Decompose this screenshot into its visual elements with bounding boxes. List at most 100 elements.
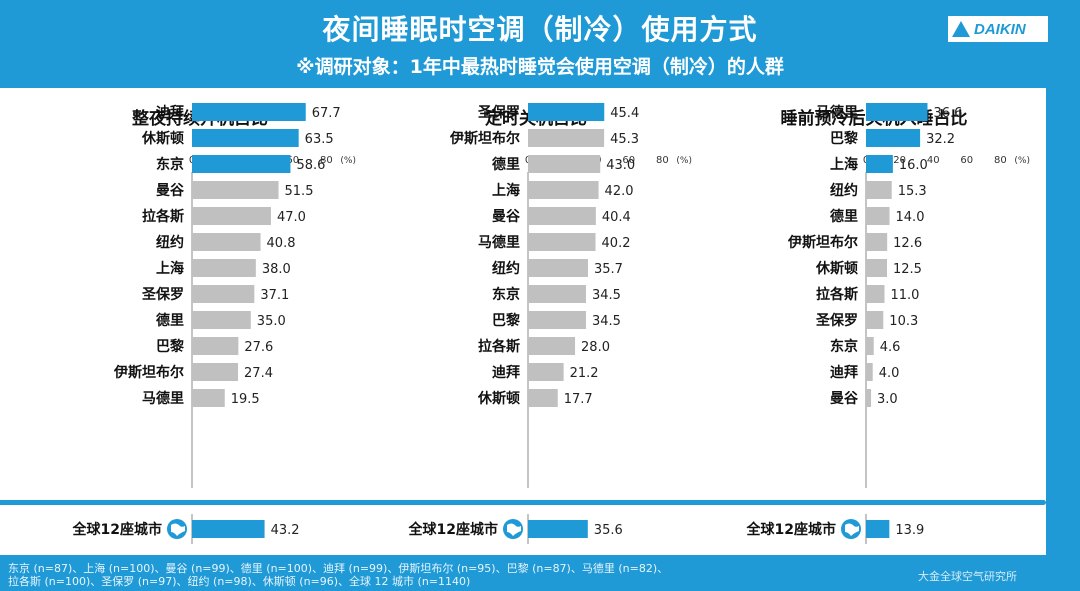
data-label: 36.6 bbox=[933, 106, 962, 121]
data-label: 16.0 bbox=[899, 158, 928, 173]
category-label: 迪拜 bbox=[492, 364, 520, 381]
bar bbox=[528, 259, 588, 277]
axis-tick-label: 40 bbox=[927, 155, 940, 166]
bar bbox=[866, 155, 893, 173]
total-bar bbox=[866, 520, 890, 538]
category-label: 纽约 bbox=[492, 260, 520, 277]
data-label: 45.3 bbox=[610, 132, 639, 147]
footnote-line-1: 东京 (n=87)、上海 (n=100)、曼谷 (n=99)、德里 (n=100… bbox=[8, 562, 669, 575]
bar bbox=[528, 129, 605, 147]
charts-svg: 整夜持续开机占比020406080(%)迪拜67.7休斯顿63.5东京58.6曼… bbox=[72, 103, 1030, 544]
data-label: 27.6 bbox=[244, 340, 273, 355]
data-label: 4.6 bbox=[880, 340, 901, 355]
data-label: 28.0 bbox=[581, 340, 610, 355]
data-label: 10.3 bbox=[889, 314, 918, 329]
data-label: 63.5 bbox=[305, 132, 334, 147]
category-label: 马德里 bbox=[478, 234, 520, 251]
globe-continent-icon bbox=[845, 523, 859, 536]
category-label: 休斯顿 bbox=[477, 390, 520, 407]
category-label: 圣保罗 bbox=[815, 312, 858, 329]
axis-unit-label: (%) bbox=[340, 156, 356, 166]
daikin-logo: DAIKIN bbox=[948, 16, 1048, 42]
category-label: 纽约 bbox=[830, 182, 858, 199]
bar bbox=[192, 285, 255, 303]
category-label: 巴黎 bbox=[156, 338, 184, 355]
data-label: 19.5 bbox=[231, 392, 260, 407]
sample-size-footnote: 东京 (n=87)、上海 (n=100)、曼谷 (n=99)、德里 (n=100… bbox=[8, 562, 668, 588]
category-label: 巴黎 bbox=[830, 130, 858, 147]
logo-text: DAIKIN bbox=[974, 20, 1026, 38]
data-label: 35.7 bbox=[594, 262, 623, 277]
bar bbox=[192, 337, 239, 355]
bar bbox=[528, 363, 564, 381]
axis-tick-label: 60 bbox=[622, 155, 635, 166]
total-data-label: 35.6 bbox=[594, 523, 623, 538]
globe-continent-icon bbox=[507, 523, 521, 536]
axis-tick-label: 80 bbox=[320, 155, 333, 166]
axis-tick-label: 80 bbox=[994, 155, 1007, 166]
category-label: 德里 bbox=[492, 156, 520, 173]
bar bbox=[192, 363, 239, 381]
axis-tick-label: 60 bbox=[960, 155, 973, 166]
data-label: 12.5 bbox=[893, 262, 922, 277]
category-label: 上海 bbox=[492, 182, 520, 199]
bar bbox=[192, 129, 299, 147]
category-label: 巴黎 bbox=[492, 312, 520, 329]
bar bbox=[528, 233, 596, 251]
category-label: 圣保罗 bbox=[141, 286, 184, 303]
data-label: 51.5 bbox=[285, 184, 314, 199]
category-label: 伊斯坦布尔 bbox=[113, 364, 184, 381]
total-data-label: 43.2 bbox=[271, 523, 300, 538]
data-label: 45.4 bbox=[610, 106, 639, 121]
category-label: 德里 bbox=[830, 208, 858, 225]
category-label: 拉各斯 bbox=[478, 338, 520, 355]
data-label: 32.2 bbox=[926, 132, 955, 147]
total-label: 全球12座城市 bbox=[408, 521, 498, 538]
category-label: 纽约 bbox=[156, 234, 184, 251]
data-label: 15.3 bbox=[898, 184, 927, 199]
bar bbox=[866, 389, 872, 407]
bar bbox=[528, 285, 586, 303]
bar bbox=[528, 207, 596, 225]
bar bbox=[866, 259, 887, 277]
bar bbox=[528, 389, 558, 407]
data-label: 34.5 bbox=[592, 314, 621, 329]
total-data-label: 13.9 bbox=[895, 523, 924, 538]
category-label: 迪拜 bbox=[830, 364, 858, 381]
bar bbox=[192, 233, 261, 251]
total-bar bbox=[192, 520, 265, 538]
total-label: 全球12座城市 bbox=[72, 521, 162, 538]
category-label: 圣保罗 bbox=[477, 104, 520, 121]
bar bbox=[192, 389, 225, 407]
bar bbox=[192, 103, 306, 121]
bar bbox=[528, 181, 599, 199]
bar bbox=[528, 155, 601, 173]
category-label: 马德里 bbox=[142, 390, 184, 407]
data-label: 37.1 bbox=[260, 288, 289, 303]
bar bbox=[866, 285, 885, 303]
bar bbox=[866, 181, 892, 199]
data-label: 47.0 bbox=[277, 210, 306, 225]
category-label: 休斯顿 bbox=[815, 260, 858, 277]
data-label: 40.4 bbox=[602, 210, 631, 225]
data-label: 34.5 bbox=[592, 288, 621, 303]
bar bbox=[866, 103, 928, 121]
category-label: 德里 bbox=[156, 312, 184, 329]
data-label: 17.7 bbox=[564, 392, 593, 407]
data-label: 11.0 bbox=[890, 288, 919, 303]
category-label: 曼谷 bbox=[830, 391, 859, 407]
axis-tick-label: 20 bbox=[893, 155, 906, 166]
globe-continent-icon bbox=[171, 523, 185, 536]
category-label: 拉各斯 bbox=[816, 286, 858, 303]
category-label: 东京 bbox=[156, 156, 184, 173]
total-bar bbox=[528, 520, 588, 538]
bar bbox=[192, 181, 279, 199]
bar bbox=[866, 207, 890, 225]
category-label: 曼谷 bbox=[156, 183, 185, 199]
axis-tick-label: 60 bbox=[286, 155, 299, 166]
bar bbox=[528, 337, 576, 355]
data-label: 27.4 bbox=[244, 366, 273, 381]
data-label: 3.0 bbox=[877, 392, 898, 407]
bar bbox=[192, 155, 291, 173]
category-label: 伊斯坦布尔 bbox=[449, 130, 520, 147]
